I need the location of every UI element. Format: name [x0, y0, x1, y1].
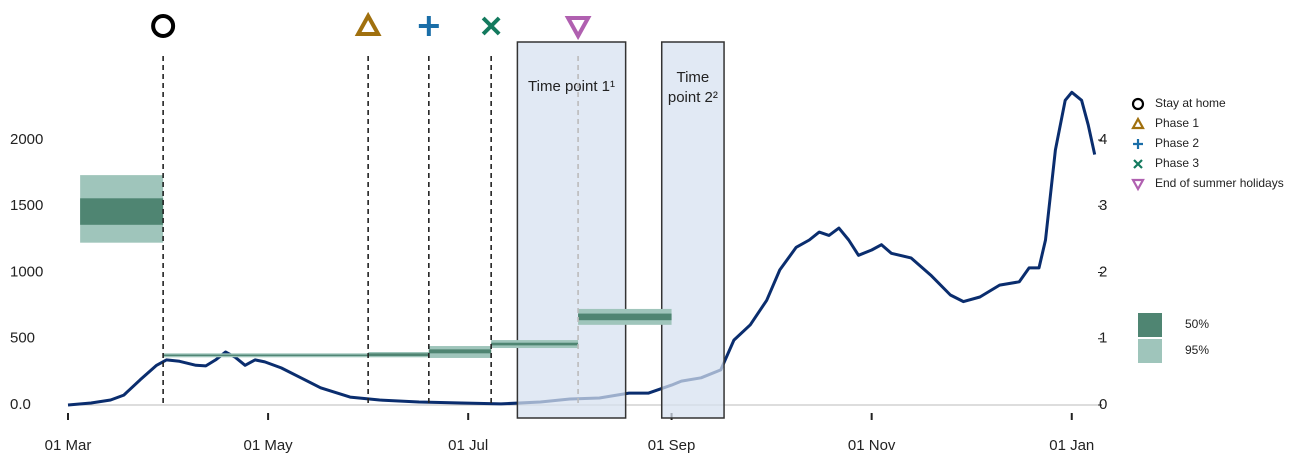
- time-window: [660, 41, 725, 419]
- time-window-label: Time: [676, 69, 709, 86]
- legend-swatch: [1138, 313, 1162, 337]
- event-marker: [564, 16, 592, 41]
- y2-tick-label: 4: [1099, 131, 1107, 148]
- legend-swatch: [1138, 339, 1162, 363]
- y2-tick-label: 3: [1099, 197, 1107, 214]
- r-band-ci50: [491, 342, 579, 346]
- legend-symbol: [1131, 97, 1145, 111]
- legend-symbol: [1131, 116, 1145, 130]
- legend-label: Stay at home: [1155, 96, 1226, 110]
- legend-label: Phase 1: [1155, 116, 1199, 130]
- legend-symbol: [1133, 139, 1143, 149]
- r-band-ci50: [368, 353, 429, 356]
- legend-symbol: [1133, 159, 1143, 169]
- x-tick-label: 01 Mar: [45, 437, 92, 454]
- y2-tick-label: 0: [1099, 396, 1107, 413]
- event-marker: [151, 14, 176, 38]
- r-band-ci50: [80, 198, 164, 225]
- event-marker: [481, 16, 501, 36]
- r-band-ci50: [428, 349, 492, 354]
- time-window-label: point 2²: [668, 89, 718, 106]
- event-marker: [354, 11, 382, 36]
- legend-label: End of summer holidays: [1155, 176, 1284, 190]
- legend-label: Phase 3: [1155, 156, 1199, 170]
- x-tick-label: 01 May: [243, 437, 293, 454]
- legend-label: Phase 2: [1155, 136, 1199, 150]
- legend-label: 95%: [1185, 343, 1209, 357]
- x-tick-label: 01 Nov: [848, 437, 896, 454]
- y2-tick-label: 2: [1099, 263, 1107, 280]
- r-band-ci50: [578, 313, 672, 321]
- event-marker: [418, 16, 439, 36]
- y-tick-label: 1500: [10, 197, 43, 214]
- x-tick-label: 01 Jan: [1049, 437, 1094, 454]
- time-window: [516, 41, 627, 419]
- y-tick-label: 500: [10, 330, 35, 347]
- y2-tick-label: 1: [1099, 330, 1107, 347]
- x-tick-label: 01 Jul: [448, 437, 488, 454]
- time-window-label: Time point 1¹: [528, 78, 615, 95]
- y-tick-label: 0.0: [10, 396, 31, 413]
- x-tick-label: 01 Sep: [648, 437, 696, 454]
- y-tick-label: 1000: [10, 263, 43, 280]
- legend-label: 50%: [1185, 317, 1209, 331]
- r-band-ci50: [163, 354, 369, 356]
- y-tick-label: 2000: [10, 131, 43, 148]
- legend-symbol: [1131, 178, 1145, 192]
